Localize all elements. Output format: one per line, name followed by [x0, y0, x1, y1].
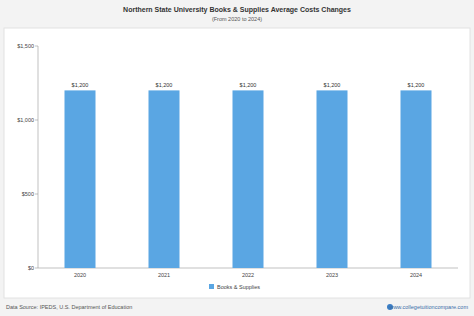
title: Northern State University Books & Suppli…	[123, 6, 351, 14]
bar	[317, 90, 348, 268]
y-tick	[35, 194, 38, 195]
y-tick-label: $500	[22, 191, 34, 197]
data-label: $1,200	[72, 82, 89, 88]
data-label: $1,200	[324, 82, 341, 88]
bar	[233, 90, 264, 268]
y-tick-label: $1,500	[17, 43, 34, 49]
bars	[65, 90, 432, 268]
background	[0, 0, 474, 316]
bar	[65, 90, 96, 268]
bar	[401, 90, 432, 268]
x-tick-label: 2024	[410, 272, 422, 278]
site-link: www.collegetuitioncompare.com	[388, 304, 468, 310]
y-tick	[35, 46, 38, 47]
data-label: $1,200	[408, 82, 425, 88]
x-tick-label: 2020	[74, 272, 86, 278]
y-tick	[35, 120, 38, 121]
x-tick-label: 2021	[158, 272, 170, 278]
x-tick-label: 2023	[326, 272, 338, 278]
y-tick	[35, 268, 38, 269]
plot-panel	[4, 28, 470, 298]
y-tick-label: $1,000	[17, 117, 34, 123]
y-axis	[38, 46, 39, 268]
chart: Northern State University Books & Suppli…	[0, 0, 474, 316]
data-label: $1,200	[156, 82, 173, 88]
data-label: $1,200	[240, 82, 257, 88]
legend-label: Books & Supplies	[217, 284, 260, 290]
x-tick-label: 2022	[242, 272, 254, 278]
source-note: Data Source: IPEDS, U.S. Department of E…	[6, 304, 132, 310]
legend-swatch	[209, 284, 214, 289]
subtitle: (From 2020 to 2024)	[212, 16, 262, 22]
bar	[149, 90, 180, 268]
y-tick-label: $0	[28, 265, 34, 271]
